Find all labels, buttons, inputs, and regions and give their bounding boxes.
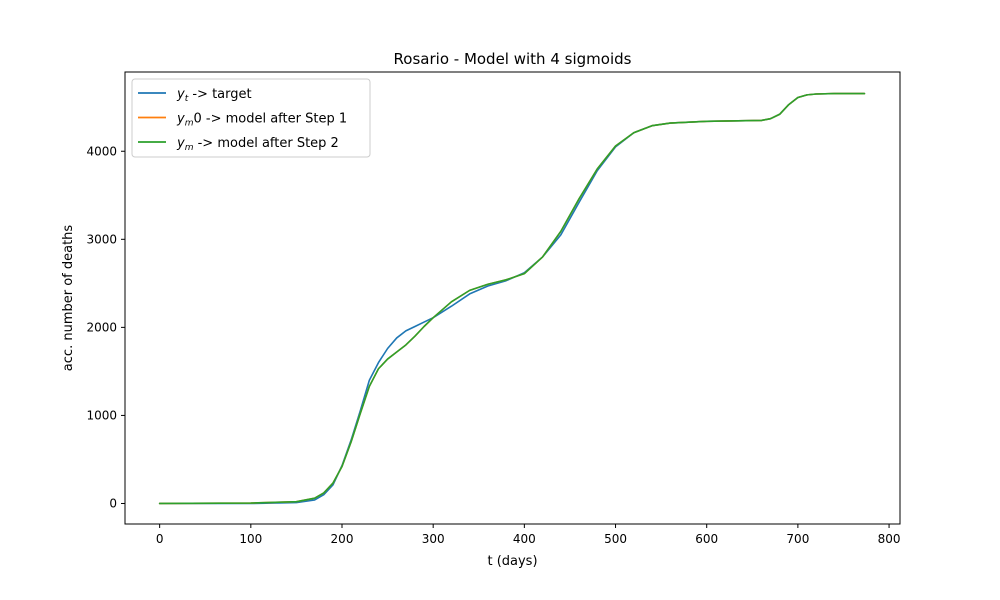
y-tick: 2000	[86, 320, 125, 334]
legend-entry: ym0 -> model after Step 1	[138, 112, 347, 129]
x-axis-label: t (days)	[487, 554, 537, 569]
x-tick: 300	[422, 524, 445, 546]
chart-title: Rosario - Model with 4 sigmoids	[394, 50, 632, 68]
x-tick: 500	[604, 524, 627, 546]
x-tick: 600	[695, 524, 718, 546]
plot-frame	[124, 71, 901, 525]
x-tick-label: 800	[878, 532, 901, 546]
x-tick-label: 500	[604, 532, 627, 546]
legend-entry: yt -> target	[138, 87, 252, 104]
y-tick-label: 1000	[86, 408, 117, 422]
y-tick: 0	[109, 496, 125, 510]
x-tick: 800	[878, 524, 901, 546]
legend: yt -> target ym0 -> model after Step 1 ym …	[131, 78, 371, 158]
legend-label: yt -> target	[176, 87, 252, 104]
y-tick-label: 4000	[86, 144, 117, 158]
legend-label: ym0 -> model after Step 1	[176, 112, 347, 129]
legend-label: ym -> model after Step 2	[176, 136, 339, 153]
x-tick: 0	[156, 524, 164, 546]
x-axis: 0 100 200 300 400 500 600 700 800	[156, 524, 901, 546]
y-tick-label: 2000	[86, 320, 117, 334]
x-tick-label: 700	[786, 532, 809, 546]
x-tick-label: 200	[331, 532, 354, 546]
plot-area	[158, 92, 866, 505]
y-axis: 0 1000 2000 3000 4000	[86, 144, 125, 510]
x-tick-label: 300	[422, 532, 445, 546]
x-tick-label: 100	[239, 532, 262, 546]
legend-box	[131, 78, 371, 158]
x-tick: 100	[239, 524, 262, 546]
x-tick: 200	[331, 524, 354, 546]
y-tick-label: 3000	[86, 232, 117, 246]
x-tick: 400	[513, 524, 536, 546]
y-tick-label: 0	[109, 496, 117, 510]
y-axis-label: acc. number of deaths	[61, 225, 76, 372]
x-tick-label: 400	[513, 532, 536, 546]
x-tick-label: 0	[156, 532, 164, 546]
y-tick: 1000	[86, 408, 125, 422]
y-tick: 4000	[86, 144, 125, 158]
legend-entry: ym -> model after Step 2	[138, 136, 339, 153]
x-tick: 700	[786, 524, 809, 546]
x-tick-label: 600	[695, 532, 718, 546]
y-tick: 3000	[86, 232, 125, 246]
series-line-2	[158, 92, 866, 505]
